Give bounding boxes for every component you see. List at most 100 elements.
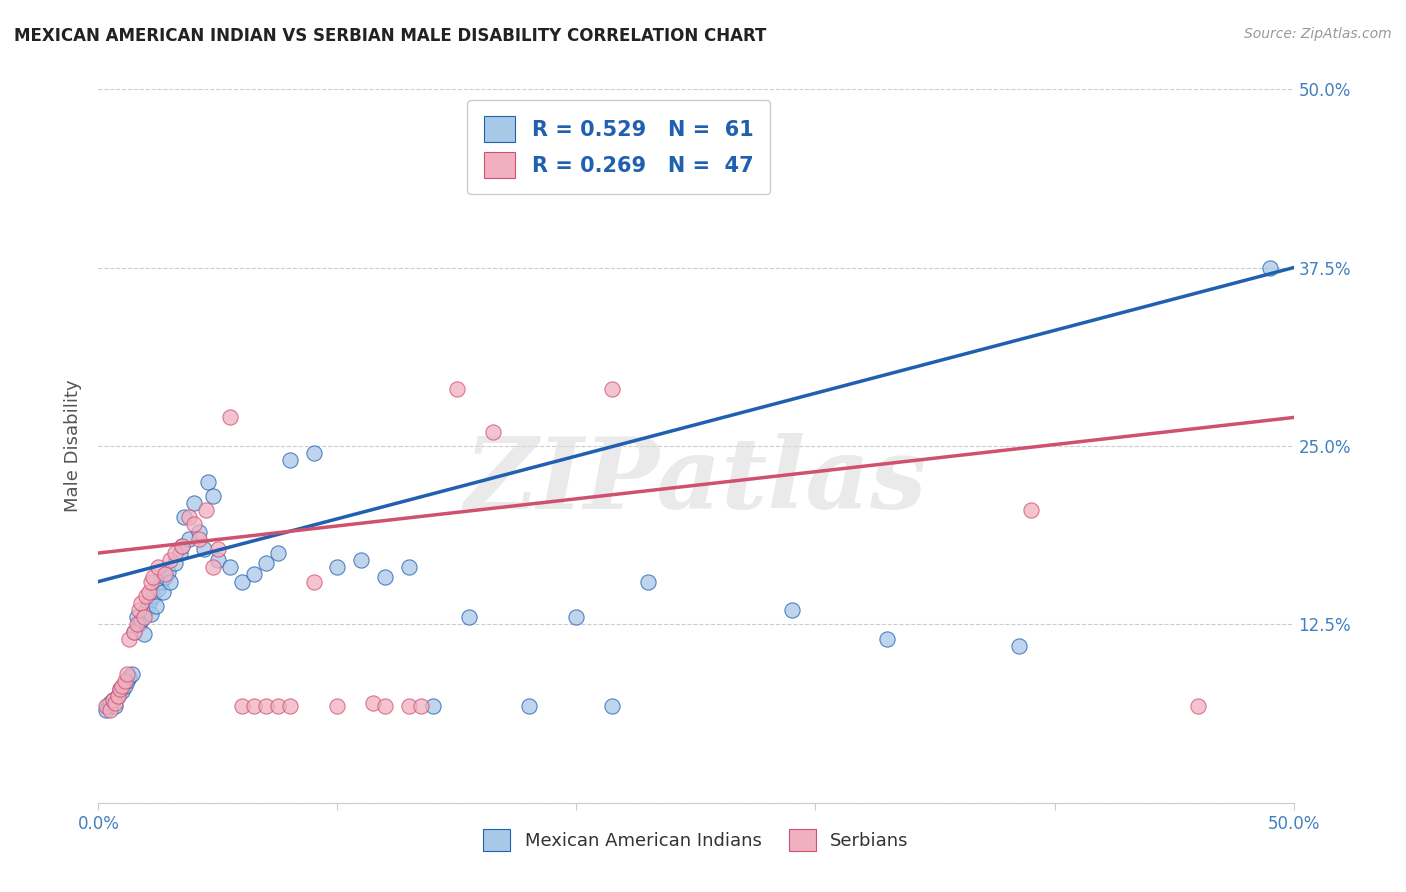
Point bbox=[118, 632, 141, 646]
Point bbox=[163, 556, 186, 570]
Point bbox=[131, 596, 153, 610]
Point bbox=[159, 553, 181, 567]
Point bbox=[104, 698, 127, 713]
Point bbox=[139, 607, 162, 622]
Point bbox=[565, 610, 588, 624]
Point bbox=[194, 503, 218, 517]
Point bbox=[101, 693, 124, 707]
Point bbox=[446, 382, 468, 396]
Point bbox=[155, 570, 177, 584]
Point bbox=[111, 679, 134, 693]
Point bbox=[302, 446, 325, 460]
Point bbox=[326, 560, 349, 574]
Point bbox=[254, 698, 277, 713]
Point bbox=[398, 560, 420, 574]
Text: ZIPatlas: ZIPatlas bbox=[465, 434, 927, 530]
Point bbox=[108, 681, 131, 696]
Point bbox=[149, 574, 172, 589]
Point bbox=[207, 541, 229, 556]
Point bbox=[219, 410, 242, 425]
Point bbox=[193, 541, 215, 556]
Point bbox=[98, 703, 122, 717]
Point bbox=[131, 613, 153, 627]
Point bbox=[94, 703, 117, 717]
Point bbox=[302, 574, 325, 589]
Point bbox=[145, 599, 167, 613]
Point bbox=[135, 603, 157, 617]
Point bbox=[1007, 639, 1029, 653]
Point bbox=[481, 425, 505, 439]
Point bbox=[721, 139, 744, 153]
Point bbox=[202, 560, 225, 574]
Point bbox=[148, 560, 170, 574]
Point bbox=[602, 382, 624, 396]
Point bbox=[138, 584, 160, 599]
Point bbox=[326, 698, 349, 713]
Point bbox=[207, 553, 229, 567]
Point bbox=[148, 582, 170, 596]
Point bbox=[411, 698, 433, 713]
Point bbox=[278, 453, 301, 467]
Point bbox=[163, 546, 186, 560]
Point bbox=[1019, 503, 1042, 517]
Point bbox=[156, 565, 179, 579]
Point bbox=[94, 698, 117, 713]
Point bbox=[231, 698, 253, 713]
Point bbox=[697, 139, 720, 153]
Point bbox=[111, 684, 134, 698]
Point bbox=[121, 667, 143, 681]
Point bbox=[173, 510, 195, 524]
Point bbox=[125, 610, 148, 624]
Point bbox=[104, 696, 127, 710]
Point bbox=[135, 589, 157, 603]
Point bbox=[97, 698, 120, 713]
Point bbox=[278, 698, 301, 713]
Point bbox=[458, 610, 481, 624]
Point bbox=[132, 610, 155, 624]
Point bbox=[107, 689, 129, 703]
Point bbox=[169, 546, 191, 560]
Point bbox=[107, 689, 129, 703]
Point bbox=[115, 667, 138, 681]
Point bbox=[125, 617, 148, 632]
Point bbox=[187, 524, 209, 539]
Point bbox=[124, 624, 146, 639]
Point bbox=[780, 603, 803, 617]
Point bbox=[128, 617, 150, 632]
Point bbox=[179, 510, 201, 524]
Y-axis label: Male Disability: Male Disability bbox=[65, 380, 83, 512]
Point bbox=[202, 489, 225, 503]
Point bbox=[159, 574, 181, 589]
Point bbox=[254, 556, 277, 570]
Point bbox=[183, 517, 205, 532]
Point bbox=[98, 696, 122, 710]
Point bbox=[374, 698, 396, 713]
Point bbox=[172, 539, 194, 553]
Point bbox=[517, 698, 540, 713]
Point bbox=[132, 627, 155, 641]
Point bbox=[152, 584, 174, 599]
Point bbox=[114, 679, 136, 693]
Point bbox=[138, 596, 160, 610]
Point bbox=[197, 475, 219, 489]
Point bbox=[363, 696, 385, 710]
Point bbox=[183, 496, 205, 510]
Point bbox=[114, 674, 136, 689]
Text: MEXICAN AMERICAN INDIAN VS SERBIAN MALE DISABILITY CORRELATION CHART: MEXICAN AMERICAN INDIAN VS SERBIAN MALE … bbox=[14, 27, 766, 45]
Point bbox=[602, 698, 624, 713]
Point bbox=[350, 553, 373, 567]
Point bbox=[115, 674, 138, 689]
Point bbox=[128, 603, 150, 617]
Point bbox=[1187, 698, 1209, 713]
Point bbox=[142, 570, 165, 584]
Point bbox=[398, 698, 420, 713]
Point bbox=[267, 546, 290, 560]
Point bbox=[124, 624, 146, 639]
Point bbox=[876, 632, 898, 646]
Point bbox=[267, 698, 290, 713]
Point bbox=[231, 574, 253, 589]
Legend: Mexican American Indians, Serbians: Mexican American Indians, Serbians bbox=[477, 822, 915, 858]
Point bbox=[187, 532, 209, 546]
Point bbox=[219, 560, 242, 574]
Point bbox=[108, 681, 131, 696]
